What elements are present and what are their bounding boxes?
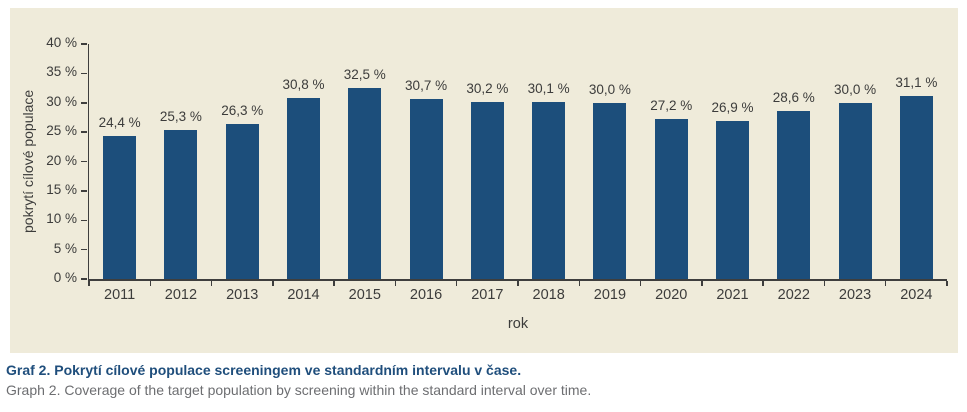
y-tick-label: 35 %: [46, 64, 77, 80]
y-tick-label: 10 %: [46, 211, 77, 227]
bar: [348, 88, 382, 279]
bar-value-label: 30,1 %: [527, 81, 570, 97]
y-tick-label: 20 %: [46, 152, 77, 168]
x-tick-label: 2023: [838, 287, 872, 303]
x-tick-label: 2022: [777, 287, 810, 303]
x-tick-mark: [639, 280, 642, 286]
bar: [532, 102, 566, 279]
x-tick-label: 2019: [593, 287, 627, 303]
x-tick-mark: [946, 280, 948, 286]
bar-value-label: 30,7 %: [405, 77, 448, 93]
bar-value-label: 26,3 %: [221, 103, 264, 119]
x-tick-label: 2017: [471, 287, 504, 303]
y-tick-mark: [81, 102, 87, 104]
x-tick-mark: [762, 280, 764, 286]
bar: [899, 96, 933, 279]
bar: [654, 119, 688, 279]
x-tick-label: 2021: [716, 287, 749, 303]
bar-value-label: 30,0 %: [588, 81, 631, 97]
figure-caption: Graf 2. Pokrytí cílové populace screenin…: [6, 361, 961, 400]
x-tick-mark: [884, 280, 887, 286]
bar: [838, 102, 872, 279]
x-axis-line: [87, 279, 947, 281]
x-tick-label: 2024: [900, 287, 933, 303]
y-tick-label: 40 %: [46, 35, 77, 50]
x-tick-label: 2014: [287, 287, 320, 303]
bar-value-label: 24,4 %: [98, 114, 141, 130]
y-tick-mark: [81, 278, 87, 280]
x-tick-label: 2018: [532, 287, 565, 303]
x-tick-label: 2020: [655, 287, 688, 303]
y-tick-mark: [81, 248, 87, 251]
caption-czech: Graf 2. Pokrytí cílové populace screenin…: [6, 362, 522, 378]
bar-value-label: 30,0 %: [834, 81, 877, 97]
x-tick-mark: [333, 280, 335, 286]
y-tick-label: 25 %: [46, 123, 77, 139]
y-axis-line: [87, 44, 89, 281]
x-tick-mark: [823, 280, 826, 286]
x-tick-mark: [394, 280, 397, 286]
bar-value-label: 27,2 %: [650, 98, 693, 114]
y-tick-label: 5 %: [53, 240, 77, 256]
x-tick-mark: [701, 280, 703, 286]
x-tick-mark: [149, 280, 152, 286]
x-tick-mark: [210, 280, 213, 286]
caption-english: Graph 2. Coverage of the target populati…: [6, 382, 592, 398]
y-tick-label: 15 %: [46, 181, 77, 197]
y-tick-mark: [81, 219, 87, 221]
plot-area: 0 % 5 % 10 % 15 % 20 % 25 % 30 % 35 % 40 % 24,4 %…: [46, 35, 948, 303]
bar: [716, 120, 749, 279]
x-tick-label: 2012: [164, 287, 198, 303]
bar: [103, 135, 137, 279]
y-tick-mark: [81, 43, 87, 45]
bar: [777, 110, 811, 279]
y-tick-mark: [81, 131, 87, 133]
y-tick-mark: [81, 72, 87, 75]
bar: [287, 98, 320, 279]
x-tick-label: 2015: [348, 287, 381, 303]
bar: [225, 124, 259, 279]
bar-value-label: 26,9 %: [711, 99, 754, 115]
x-tick-label: 2013: [226, 287, 259, 303]
x-tick-mark: [578, 280, 581, 286]
bar-value-label: 25,3 %: [159, 109, 202, 125]
bar: [409, 98, 443, 279]
bar-value-label: 30,8 %: [282, 77, 325, 93]
x-tick-mark: [517, 280, 519, 286]
x-tick-mark: [455, 280, 458, 286]
x-tick-label: 2011: [104, 287, 136, 303]
bar: [470, 101, 504, 279]
y-tick-label: 0 %: [53, 270, 77, 285]
bar-value-label: 31,1 %: [895, 75, 938, 91]
bar: [164, 130, 198, 279]
y-tick-mark: [81, 160, 87, 163]
y-tick-label: 30 %: [46, 93, 77, 109]
bar-value-label: 28,6 %: [772, 89, 815, 105]
x-axis-title: rok: [507, 316, 529, 332]
x-tick-label: 2016: [409, 287, 443, 303]
x-tick-mark: [272, 280, 274, 286]
x-tick-mark: [88, 280, 90, 286]
bar: [593, 102, 627, 279]
y-tick-mark: [81, 190, 87, 192]
bar-value-label: 32,5 %: [343, 67, 386, 83]
bar-value-label: 30,2 %: [466, 80, 509, 96]
chart-panel: pokrytí cílové populace 0 % 5 % 10 % 15 % 20…: [10, 8, 958, 353]
